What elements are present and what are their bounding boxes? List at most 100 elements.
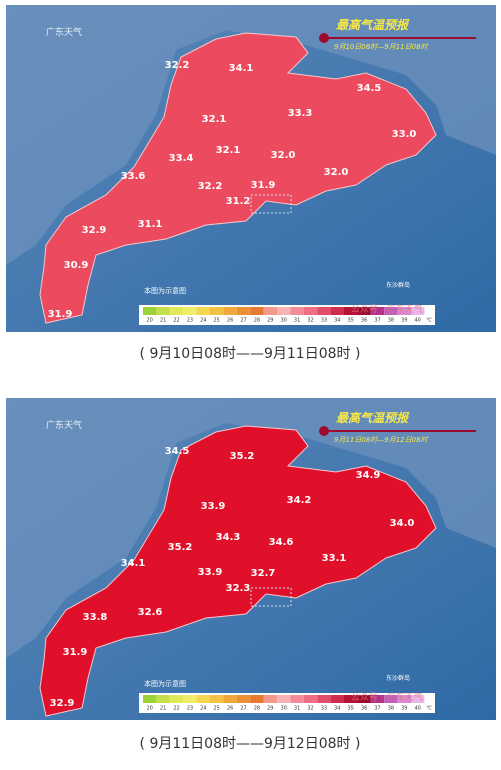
- legend-unit: ℃: [426, 318, 432, 324]
- legend-swatch: [210, 695, 224, 703]
- note: 本图为示意图: [144, 286, 186, 295]
- island-box: [250, 194, 292, 214]
- temp-label: 32.2: [198, 181, 223, 192]
- temp-label: 32.0: [324, 167, 349, 178]
- map-panel: 广东天气 最高气温预报 9月11日08时—9月12日08时 34.5 35.2 34.9 3…: [6, 398, 496, 720]
- legend-tick: 33: [321, 706, 327, 712]
- legend-swatch: [277, 695, 291, 703]
- legend-tick: 39: [401, 318, 407, 324]
- legend-swatch: [370, 307, 385, 315]
- legend-tick: 39: [401, 706, 407, 712]
- legend-tick: 34: [334, 318, 340, 324]
- legend-swatch: [290, 307, 304, 315]
- legend-tick: 21: [160, 706, 166, 712]
- temp-label: 31.9: [251, 180, 276, 191]
- legend-swatch: [317, 695, 331, 703]
- legend-tick: 37: [374, 706, 380, 712]
- legend-tick: 31: [294, 706, 300, 712]
- temp-label: 35.2: [230, 451, 255, 462]
- temp-label: 32.7: [251, 568, 276, 579]
- legend-tick: 22: [173, 318, 179, 324]
- legend-tick: 27: [240, 318, 246, 324]
- temp-label: 32.2: [165, 60, 190, 71]
- legend-swatch: [196, 307, 210, 315]
- legend-swatch: [263, 307, 277, 315]
- legend-swatch: [143, 307, 157, 315]
- temp-label: 35.2: [168, 542, 193, 553]
- temp-label: 31.1: [138, 219, 163, 230]
- legend-tick: 24: [200, 706, 206, 712]
- legend-swatch: [303, 307, 318, 315]
- legend-swatch: [344, 695, 358, 703]
- province: [39, 425, 437, 717]
- temp-label: 34.5: [357, 83, 382, 94]
- legend-swatch: [397, 695, 411, 703]
- legend-unit: ℃: [426, 706, 432, 712]
- caption: ( 9月10日08时——9月11日08时 ): [140, 346, 361, 362]
- legend-swatch: [384, 307, 398, 315]
- island-name: 东沙群岛: [386, 674, 410, 682]
- legend-tick: 31: [294, 318, 300, 324]
- temp-label: 33.9: [198, 567, 223, 578]
- temp-label: 32.1: [216, 145, 241, 156]
- temp-label: 34.3: [216, 532, 241, 543]
- province: [39, 32, 437, 324]
- legend-swatch: [290, 695, 304, 703]
- temp-label: 34.0: [390, 518, 415, 529]
- temp-label: 33.9: [201, 501, 226, 512]
- legend-swatch: [303, 695, 318, 703]
- legend-swatch: [370, 695, 385, 703]
- legend-swatch: [236, 695, 251, 703]
- temp-label: 31.2: [226, 196, 251, 207]
- legend-tick: 37: [374, 318, 380, 324]
- legend-tick: 34: [334, 706, 340, 712]
- legend-tick: 40: [415, 318, 421, 324]
- legend-swatch: [143, 695, 157, 703]
- legend-swatch: [223, 695, 237, 703]
- temp-label: 33.0: [392, 129, 417, 140]
- neighbor-land: [6, 5, 496, 265]
- legend-tick: 38: [388, 706, 394, 712]
- temp-label: 31.9: [63, 647, 88, 658]
- legend-swatch: [236, 307, 251, 315]
- legend-tick: 21: [160, 318, 166, 324]
- watermark: 公众号 · 广东天气: [351, 691, 423, 703]
- legend-swatch: [411, 695, 425, 703]
- legend-swatch: [196, 695, 210, 703]
- temp-label: 33.3: [288, 108, 313, 119]
- legend-swatch: [169, 307, 184, 315]
- legend-tick: 26: [227, 318, 233, 324]
- caption: ( 9月11日08时——9月12日08时 ): [140, 736, 361, 752]
- neighbor-land: [6, 398, 496, 658]
- legend-swatch: [411, 307, 425, 315]
- temp-label: 32.1: [202, 114, 227, 125]
- legend-swatch: [223, 307, 237, 315]
- temp-label: 34.1: [229, 63, 254, 74]
- temp-label: 33.8: [83, 612, 108, 623]
- legend-tick: 20: [147, 318, 153, 324]
- legend-tick: 28: [254, 706, 260, 712]
- legend-tick: 36: [361, 318, 367, 324]
- legend-swatch: [357, 307, 371, 315]
- legend-swatch: [277, 307, 291, 315]
- legend-swatch: [210, 307, 224, 315]
- temp-label: 34.1: [121, 558, 146, 569]
- legend-tick: 27: [240, 706, 246, 712]
- temp-label: 34.9: [356, 470, 381, 481]
- temp-label: 32.9: [50, 698, 75, 709]
- legend-tick: 33: [321, 318, 327, 324]
- legend-tick: 35: [348, 706, 354, 712]
- legend-tick: 26: [227, 706, 233, 712]
- period: 9月11日08时—9月12日08时: [334, 436, 429, 444]
- temp-label: 32.3: [226, 583, 251, 594]
- temp-label: 34.6: [269, 537, 294, 548]
- legend-tick: 32: [307, 706, 313, 712]
- map-title: 最高气温预报: [336, 411, 410, 425]
- island-name: 东沙群岛: [386, 281, 410, 289]
- map-title: 最高气温预报: [336, 18, 410, 32]
- map-panel: 广东天气 最高气温预报 9月10日08时—9月11日08时 32.2 34.1 34.5 3…: [6, 5, 496, 332]
- temp-label: 32.6: [138, 607, 163, 618]
- note: 本图为示意图: [144, 679, 186, 688]
